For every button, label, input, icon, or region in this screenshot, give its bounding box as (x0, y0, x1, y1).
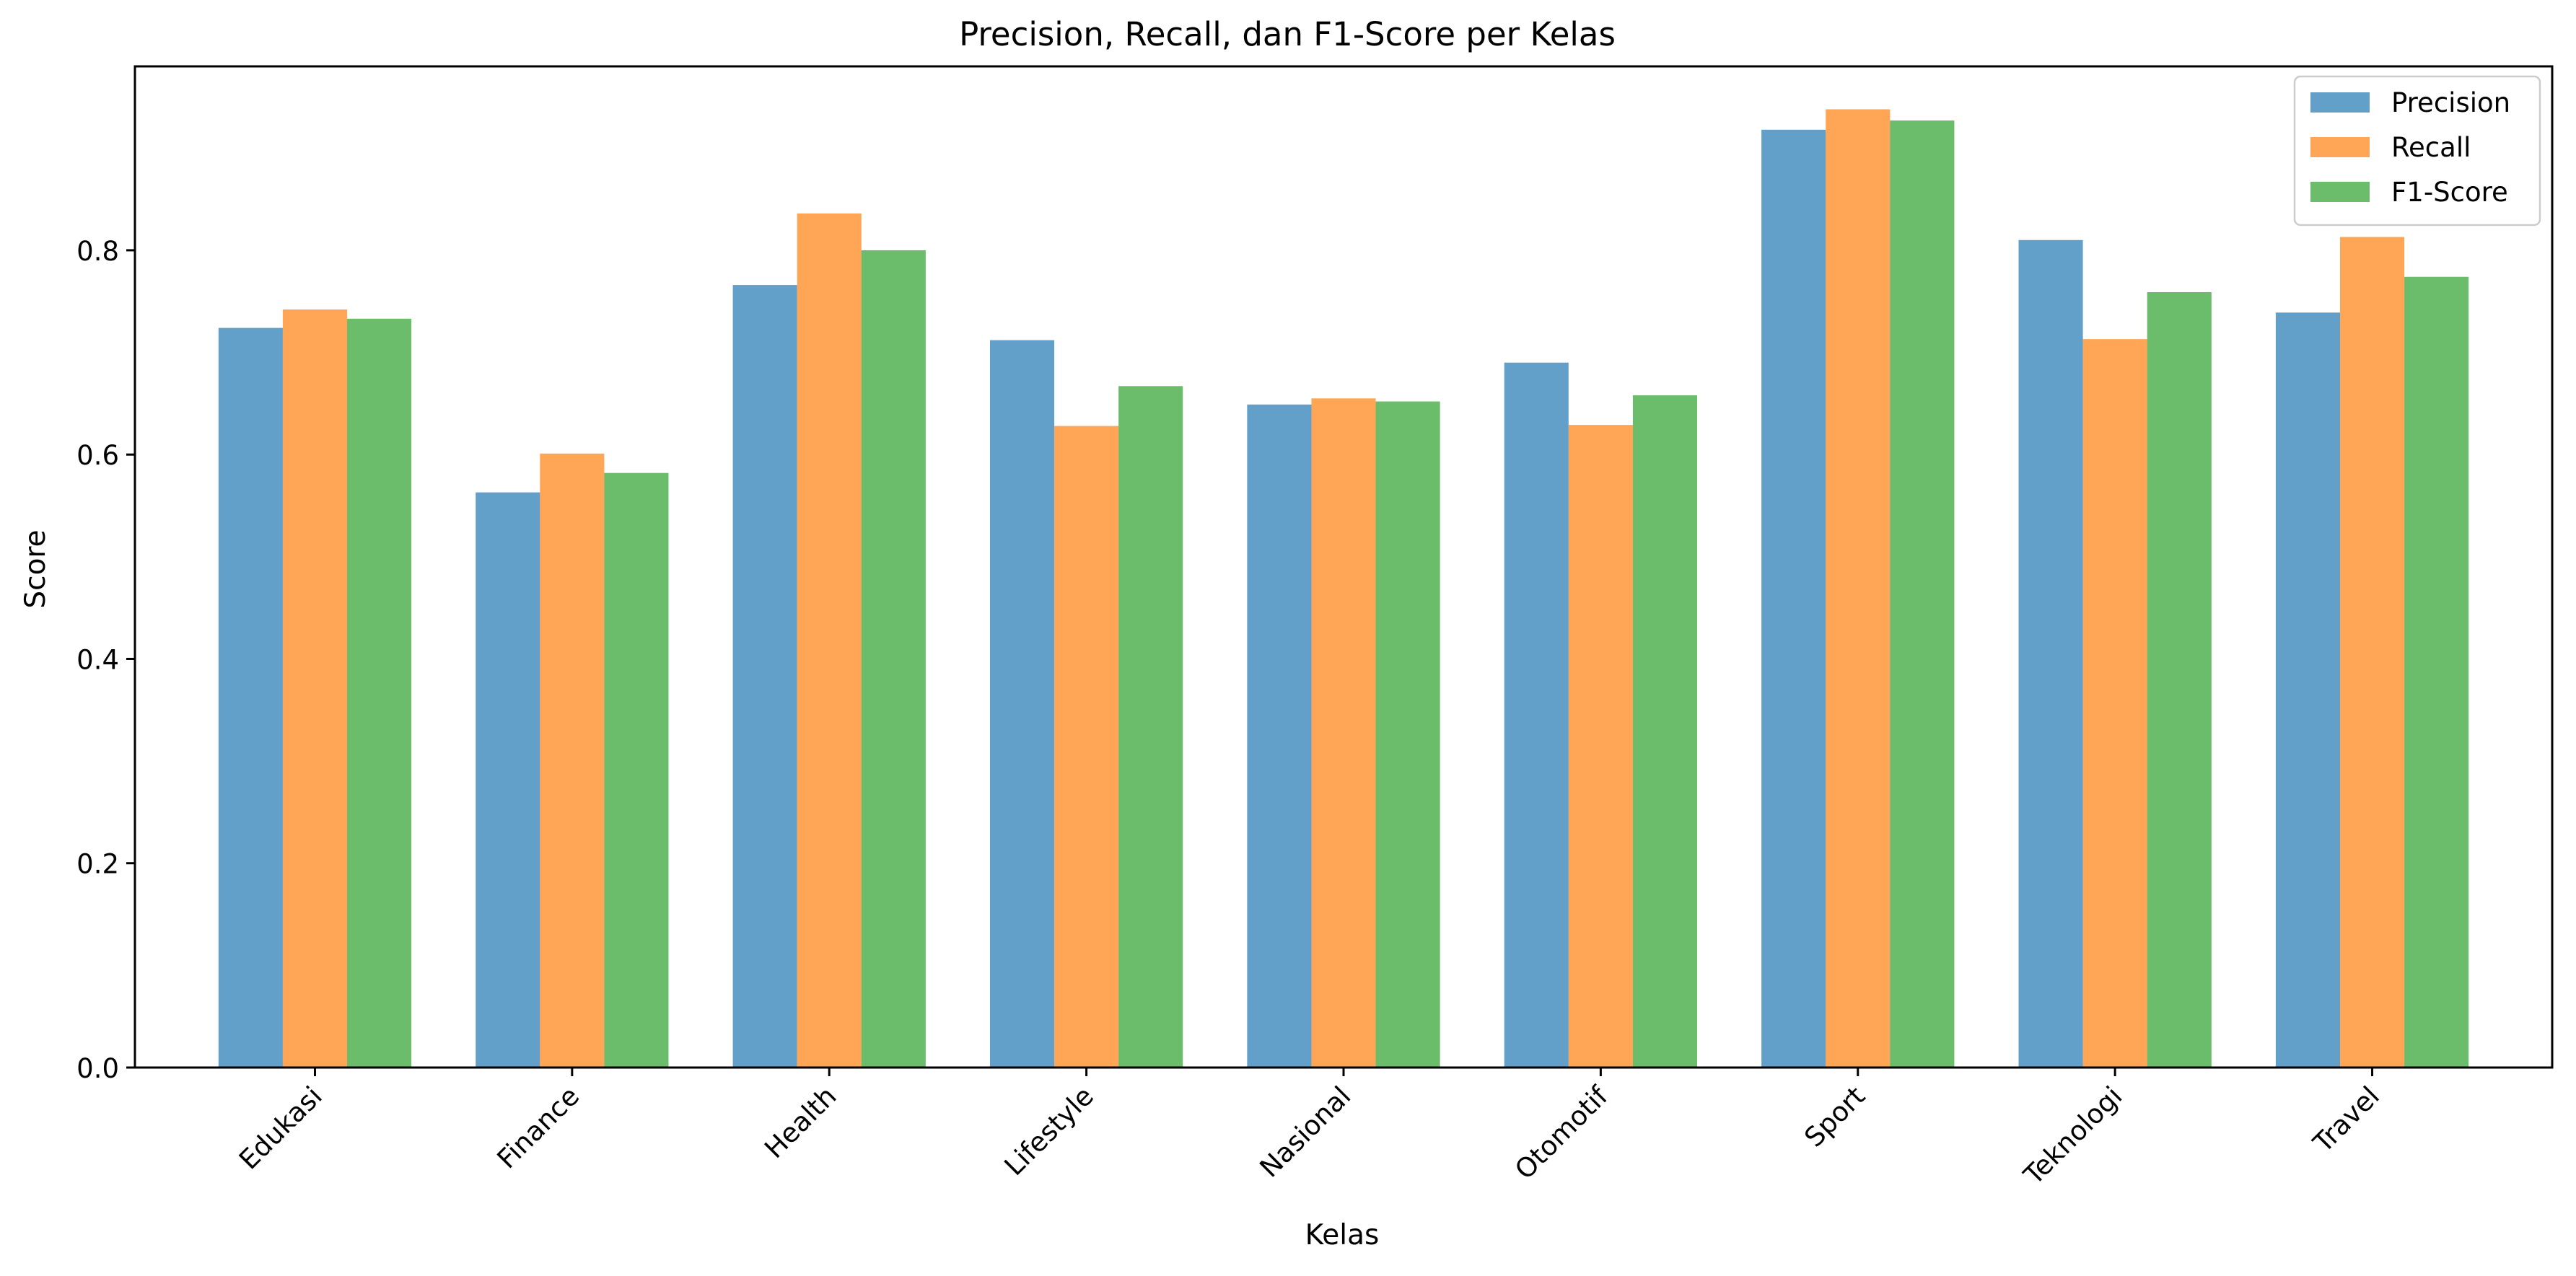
chart-title: Precision, Recall, dan F1-Score per Kela… (959, 15, 1616, 53)
bar-precision-teknologi (2018, 239, 2083, 1068)
bar-precision-otomotif (1504, 362, 1569, 1068)
bar-recall-nasional (1311, 398, 1376, 1068)
y-tick-label: 0.4 (76, 644, 119, 675)
bar-f1-score-edukasi (347, 318, 412, 1068)
bar-precision-lifestyle (989, 340, 1055, 1068)
bar-f1-score-travel (2404, 276, 2469, 1068)
bar-f1-score-teknologi (2147, 292, 2212, 1068)
bar-f1-score-finance (604, 472, 669, 1068)
bar-precision-edukasi (218, 327, 283, 1068)
bars-layer (218, 109, 2469, 1068)
bar-precision-health (732, 285, 797, 1068)
legend-label-precision: Precision (2391, 87, 2510, 118)
y-axis-label: Score (19, 529, 52, 608)
y-tick-label: 0.0 (76, 1053, 119, 1084)
bar-precision-finance (476, 492, 540, 1068)
bar-recall-finance (540, 453, 605, 1068)
bar-recall-travel (2339, 237, 2405, 1068)
bar-precision-nasional (1247, 404, 1312, 1068)
bar-recall-sport (1826, 109, 1891, 1068)
bar-precision-sport (1761, 129, 1826, 1068)
bar-f1-score-nasional (1375, 401, 1440, 1068)
bar-f1-score-health (861, 250, 926, 1068)
bar-recall-lifestyle (1054, 426, 1119, 1068)
bar-recall-edukasi (282, 309, 348, 1068)
legend-label-f1-score: F1-Score (2391, 177, 2508, 208)
bar-recall-teknologi (2082, 339, 2147, 1068)
bar-f1-score-sport (1890, 120, 1955, 1068)
bar-precision-travel (2275, 312, 2340, 1068)
legend-label-recall: Recall (2391, 132, 2471, 163)
y-tick-label: 0.6 (76, 440, 119, 471)
y-tick-label: 0.8 (76, 236, 119, 267)
y-tick-label: 0.2 (76, 849, 119, 880)
bar-recall-health (797, 213, 862, 1068)
legend: Precision Recall F1-Score (2293, 75, 2541, 226)
bar-f1-score-otomotif (1632, 395, 1698, 1068)
legend-swatch-precision (2310, 92, 2370, 113)
bar-f1-score-lifestyle (1118, 386, 1183, 1068)
legend-swatch-f1-score (2310, 182, 2370, 202)
bar-recall-otomotif (1568, 425, 1633, 1068)
x-axis-label: Kelas (1305, 1219, 1380, 1251)
legend-swatch-recall (2310, 137, 2370, 157)
